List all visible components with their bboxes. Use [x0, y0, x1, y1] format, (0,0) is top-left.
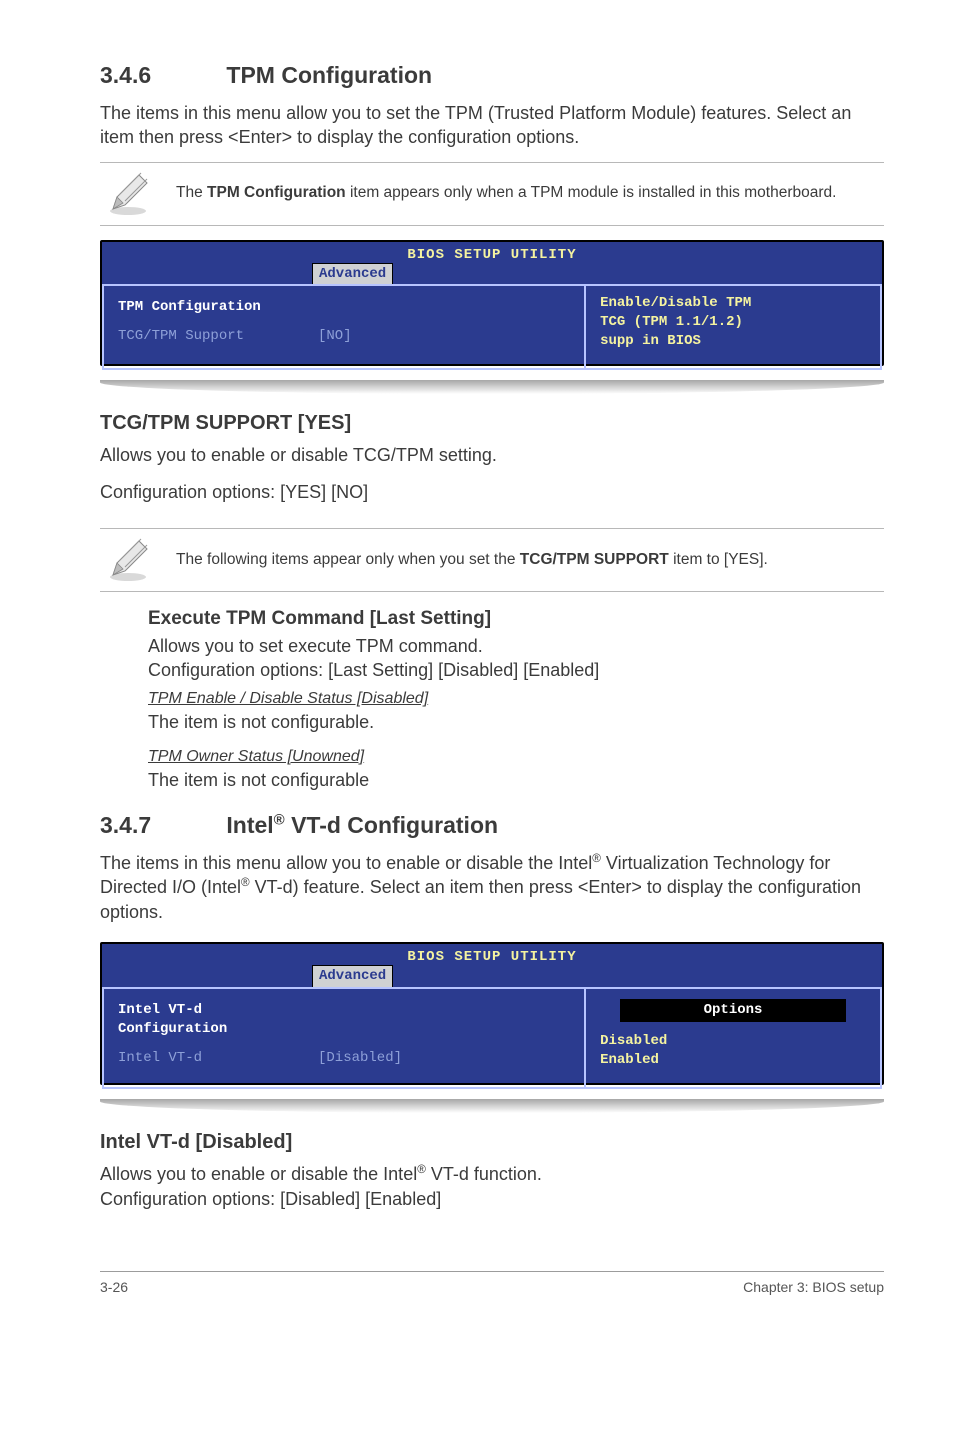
- section-intro: The items in this menu allow you to set …: [100, 101, 884, 150]
- body-text: Allows you to set execute TPM command.: [148, 634, 884, 658]
- body-text: Configuration options: [YES] [NO]: [100, 480, 884, 504]
- bios-help-pane: Enable/Disable TPM TCG (TPM 1.1/1.2) sup…: [584, 284, 882, 370]
- bios-tab-advanced: Advanced: [312, 965, 393, 987]
- subheading-tcg: TCG/TPM SUPPORT [YES]: [100, 410, 884, 437]
- bios-help-line: supp in BIOS: [600, 332, 866, 351]
- page-number: 3-26: [100, 1278, 128, 1297]
- section-heading-347: 3.4.7 Intel® VT-d Configuration: [100, 810, 884, 841]
- subheading-vtd: Intel VT-d [Disabled]: [100, 1129, 884, 1156]
- bios-help-pane: Options Disabled Enabled: [584, 987, 882, 1090]
- bios-row-value: [NO]: [318, 327, 352, 346]
- t-pre: Intel: [226, 812, 273, 838]
- body-text: Allows you to enable or disable the Inte…: [100, 1162, 884, 1186]
- execute-block: Execute TPM Command [Last Setting] Allow…: [148, 606, 884, 792]
- note-text: The TPM Configuration item appears only …: [176, 183, 836, 204]
- bios-row-value: [Disabled]: [318, 1049, 402, 1068]
- note-bold: TCG/TPM SUPPORT: [520, 551, 669, 568]
- section-number: 3.4.6: [100, 60, 220, 91]
- bios-row-label: Intel VT-d Configuration: [118, 1001, 318, 1039]
- section-intro: The items in this menu allow you to enab…: [100, 851, 884, 924]
- option-item: Enabled: [600, 1051, 866, 1070]
- bios-main-pane: Intel VT-d Configuration Intel VT-d [Dis…: [102, 987, 584, 1090]
- registered-mark: ®: [592, 852, 601, 865]
- subheading-execute: Execute TPM Command [Last Setting]: [148, 606, 884, 632]
- body-text: The item is not configurable: [148, 768, 884, 792]
- bios-row-label: TCG/TPM Support: [118, 327, 318, 346]
- bios-help-line: TCG (TPM 1.1/1.2): [600, 313, 866, 332]
- l-pre: Allows you to enable or disable the Inte…: [100, 1164, 417, 1184]
- body-text: The item is not configurable.: [148, 710, 884, 734]
- note-box-tpm: The TPM Configuration item appears only …: [100, 162, 884, 226]
- note-text: The following items appear only when you…: [176, 550, 768, 571]
- registered-mark: ®: [274, 811, 285, 828]
- body-text: Allows you to enable or disable TCG/TPM …: [100, 443, 884, 467]
- note-pencil-icon: [100, 171, 156, 217]
- section-title: Intel® VT-d Configuration: [226, 812, 498, 838]
- bios-tab-advanced: Advanced: [312, 263, 393, 285]
- chapter-label: Chapter 3: BIOS setup: [743, 1278, 884, 1297]
- bios-header: BIOS SETUP UTILITY: [102, 944, 882, 967]
- option-item: Disabled: [600, 1032, 866, 1051]
- note-pencil-icon: [100, 537, 156, 583]
- bios-tab-row: Advanced: [102, 965, 882, 987]
- underline-item: TPM Enable / Disable Status [Disabled]: [148, 688, 884, 710]
- bios-panel-tpm: BIOS SETUP UTILITY Advanced TPM Configur…: [100, 240, 884, 367]
- registered-mark: ®: [417, 1163, 426, 1176]
- bios-shadow: [100, 380, 884, 394]
- bios-row-label: TPM Configuration: [118, 298, 318, 317]
- underline-item: TPM Owner Status [Unowned]: [148, 746, 884, 768]
- body-text: Configuration options: [Last Setting] [D…: [148, 658, 884, 682]
- section-title: TPM Configuration: [226, 62, 432, 88]
- note-pre: The following items appear only when you…: [176, 551, 520, 568]
- note-bold: TPM Configuration: [207, 184, 346, 201]
- body-text: Configuration options: [Disabled] [Enabl…: [100, 1187, 884, 1211]
- note-post: item to [YES].: [669, 551, 768, 568]
- bios-panel-vtd: BIOS SETUP UTILITY Advanced Intel VT-d C…: [100, 942, 884, 1085]
- bios-tab-row: Advanced: [102, 263, 882, 285]
- bios-help-line: Enable/Disable TPM: [600, 294, 866, 313]
- bios-header: BIOS SETUP UTILITY: [102, 242, 882, 265]
- section-number: 3.4.7: [100, 810, 220, 841]
- note-post: item appears only when a TPM module is i…: [346, 184, 837, 201]
- l-post: VT-d function.: [426, 1164, 542, 1184]
- section-heading-346: 3.4.6 TPM Configuration: [100, 60, 884, 91]
- i-pre: The items in this menu allow you to enab…: [100, 853, 592, 873]
- t-post: VT-d Configuration: [285, 812, 498, 838]
- note-box-tcg: The following items appear only when you…: [100, 528, 884, 592]
- bios-row-label: Intel VT-d: [118, 1049, 318, 1068]
- bios-shadow: [100, 1099, 884, 1113]
- page-footer: 3-26 Chapter 3: BIOS setup: [100, 1271, 884, 1297]
- note-pre: The: [176, 184, 207, 201]
- options-title: Options: [620, 999, 846, 1022]
- registered-mark: ®: [241, 876, 250, 889]
- bios-main-pane: TPM Configuration TCG/TPM Support [NO]: [102, 284, 584, 370]
